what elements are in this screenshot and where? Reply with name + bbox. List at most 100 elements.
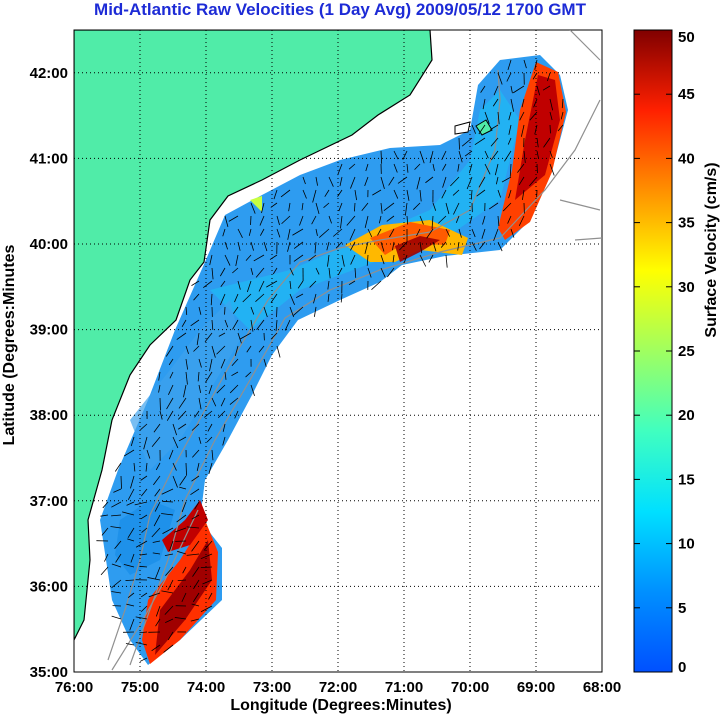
current-vector — [337, 189, 343, 197]
colorbar-tick-label: 5 — [678, 600, 686, 617]
current-vector — [193, 293, 200, 301]
colorbar-tick-label: 15 — [678, 471, 695, 488]
current-vector — [161, 488, 174, 495]
current-vector — [338, 267, 343, 276]
current-vector — [211, 345, 216, 358]
current-vector — [208, 384, 213, 395]
current-vector — [126, 501, 135, 506]
current-vector — [250, 306, 255, 315]
current-vector — [245, 254, 252, 261]
current-vector — [380, 176, 385, 190]
current-vector — [419, 189, 422, 202]
current-vector — [154, 566, 161, 579]
current-vector — [519, 111, 525, 121]
current-vector — [220, 280, 226, 287]
current-vector — [364, 215, 369, 228]
current-vector — [101, 527, 109, 536]
current-vector — [479, 241, 486, 250]
current-vector — [478, 176, 486, 188]
current-vector — [387, 267, 395, 278]
current-vector — [231, 358, 239, 367]
current-vector — [208, 462, 213, 475]
current-vector — [100, 566, 109, 576]
current-vector — [393, 150, 399, 160]
current-vector — [186, 553, 200, 556]
current-vector — [349, 228, 356, 241]
current-vector — [135, 616, 148, 620]
current-vector — [258, 345, 265, 353]
current-vector — [507, 59, 512, 71]
current-vector — [196, 332, 200, 346]
current-vector — [315, 267, 320, 275]
current-vector — [185, 345, 189, 354]
current-vector — [380, 150, 383, 164]
current-vector — [497, 111, 500, 125]
current-vector — [111, 563, 122, 568]
x-tick-label: 74:00 — [187, 679, 225, 696]
current-vector — [510, 228, 515, 238]
current-vector — [299, 215, 304, 226]
y-tick-label: 40:00 — [30, 236, 68, 253]
current-vector — [464, 150, 473, 157]
current-vector — [457, 163, 460, 172]
current-vector — [289, 293, 295, 305]
current-vector — [365, 163, 369, 172]
current-vector — [471, 124, 477, 134]
current-vector — [123, 449, 135, 457]
current-vector — [153, 514, 161, 527]
current-vector — [235, 254, 239, 267]
x-tick-label: 68:00 — [583, 679, 621, 696]
current-vector — [272, 267, 278, 275]
current-vector — [250, 267, 254, 275]
current-vector — [172, 475, 178, 488]
current-vector — [256, 319, 265, 330]
current-vector — [135, 642, 148, 646]
current-vector — [224, 241, 229, 250]
x-tick-label: 76:00 — [55, 679, 93, 696]
current-vector — [501, 176, 512, 183]
colorbar-tick-label: 25 — [678, 343, 695, 360]
current-vector — [521, 124, 525, 137]
current-vector — [441, 163, 447, 171]
current-vector — [406, 163, 409, 173]
current-vector — [120, 475, 122, 489]
current-vector — [510, 98, 515, 112]
current-vector — [445, 228, 451, 237]
current-vector — [534, 59, 538, 70]
current-vector — [412, 202, 421, 210]
current-vector — [266, 280, 278, 288]
current-vector — [153, 475, 161, 486]
current-vector — [508, 111, 512, 121]
current-vector — [158, 384, 161, 393]
current-vector — [455, 215, 460, 223]
current-vector — [470, 189, 473, 200]
current-vector — [216, 345, 226, 355]
current-vector — [341, 254, 345, 267]
current-vector — [211, 449, 214, 461]
current-vector — [168, 384, 174, 395]
current-vector — [389, 228, 395, 238]
current-vector — [327, 280, 330, 290]
current-vector — [152, 552, 161, 555]
current-vector — [185, 306, 188, 316]
current-vector — [414, 163, 421, 170]
current-vector — [327, 254, 330, 267]
current-vector — [288, 202, 291, 212]
x-tick-label: 69:00 — [517, 679, 555, 696]
current-vector — [191, 475, 200, 482]
current-vector — [284, 319, 291, 331]
current-vector — [102, 501, 109, 509]
current-vector — [190, 319, 200, 327]
current-vector — [560, 111, 564, 120]
current-vector — [323, 202, 330, 208]
current-vector — [348, 280, 356, 286]
current-vector — [164, 605, 174, 615]
current-vector — [222, 436, 226, 446]
x-tick-labels: 76:00 75:00 74:00 73:00 72:00 71:00 70:00 69:00… — [55, 679, 621, 696]
current-vector — [178, 397, 187, 409]
current-vector — [177, 423, 187, 430]
current-vector — [491, 150, 499, 161]
current-vector — [151, 436, 161, 448]
current-vector — [261, 202, 265, 214]
